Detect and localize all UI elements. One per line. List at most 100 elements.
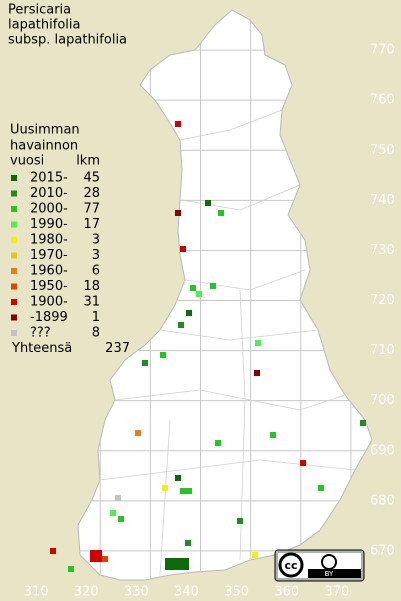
by-label: BY bbox=[325, 570, 334, 578]
y-tick-label: 720 bbox=[370, 293, 395, 308]
legend-heading: vuosi bbox=[10, 154, 44, 169]
title-line: Persicaria bbox=[8, 3, 71, 18]
legend-label: 2000- bbox=[30, 202, 68, 217]
license-badge: cc BY bbox=[274, 549, 365, 582]
record-square bbox=[135, 430, 141, 436]
legend-count: 45 bbox=[83, 171, 100, 186]
record-square bbox=[196, 291, 202, 297]
record-square bbox=[210, 283, 216, 289]
legend-label: 1960- bbox=[30, 264, 68, 279]
record-square bbox=[190, 285, 196, 291]
record-square bbox=[160, 352, 166, 358]
record-square bbox=[254, 370, 260, 376]
legend-heading: Uusimman bbox=[10, 123, 80, 138]
x-tick-label: 320 bbox=[74, 585, 99, 600]
y-tick-label: 750 bbox=[370, 143, 395, 158]
legend-label: ??? bbox=[30, 326, 51, 341]
legend-swatch bbox=[11, 283, 17, 290]
legend-swatch bbox=[11, 314, 17, 321]
record-square bbox=[360, 420, 366, 426]
record-square bbox=[118, 516, 124, 522]
legend-count: 28 bbox=[83, 186, 100, 201]
legend-swatch bbox=[11, 330, 17, 336]
record-square bbox=[162, 485, 168, 491]
x-tick-label: 350 bbox=[224, 585, 249, 600]
legend-swatch bbox=[11, 237, 17, 243]
total-count: 237 bbox=[105, 341, 130, 356]
x-tick-label: 340 bbox=[174, 585, 199, 600]
record-square bbox=[142, 360, 148, 366]
record-square bbox=[68, 566, 74, 572]
record-square bbox=[178, 322, 184, 328]
record-square bbox=[50, 548, 56, 554]
x-tick-label: 310 bbox=[24, 585, 49, 600]
record-square bbox=[115, 495, 121, 501]
record-square bbox=[175, 121, 181, 127]
labels: Persicaria lapathifolia subsp. lapathifo… bbox=[8, 3, 395, 600]
title-line: subsp. lapathifolia bbox=[8, 33, 127, 48]
legend-count: 8 bbox=[92, 326, 100, 341]
x-tick-label: 330 bbox=[124, 585, 149, 600]
total-label: Yhteensä bbox=[11, 341, 72, 356]
record-square bbox=[102, 556, 108, 562]
record-square bbox=[237, 518, 243, 524]
y-tick-label: 680 bbox=[370, 493, 395, 508]
record-square bbox=[255, 340, 261, 346]
record-square bbox=[205, 200, 211, 206]
legend-label: 1950- bbox=[30, 279, 68, 294]
legend-count: 18 bbox=[83, 279, 100, 294]
legend-heading: havainnon bbox=[10, 139, 78, 154]
legend-count: 17 bbox=[83, 217, 100, 232]
legend-swatch bbox=[11, 190, 17, 197]
record-square bbox=[186, 488, 192, 494]
legend-count: 6 bbox=[92, 264, 100, 279]
legend-swatch bbox=[11, 299, 17, 305]
legend-swatch bbox=[11, 252, 17, 259]
legend-swatch bbox=[11, 206, 17, 212]
region-borders bbox=[99, 109, 356, 576]
record-square bbox=[110, 510, 116, 516]
record-square bbox=[186, 310, 192, 316]
record-square bbox=[90, 550, 102, 562]
record-square bbox=[175, 475, 181, 481]
legend-heading: lkm bbox=[76, 154, 100, 169]
y-tick-label: 770 bbox=[370, 43, 395, 58]
legend-label: 1900- bbox=[30, 295, 68, 310]
y-tick-label: 700 bbox=[370, 393, 395, 408]
y-tick-label: 710 bbox=[370, 343, 395, 358]
legend-count: 77 bbox=[83, 202, 100, 217]
legend-label: 1970- bbox=[30, 248, 68, 263]
record-square bbox=[180, 488, 186, 494]
cc-icon: cc bbox=[284, 559, 297, 572]
legend-label: 1990- bbox=[30, 217, 68, 232]
title-line: lapathifolia bbox=[8, 18, 80, 33]
record-square bbox=[318, 485, 324, 491]
legend-label: 2015- bbox=[30, 171, 68, 186]
legend-label: 2010- bbox=[30, 186, 68, 201]
x-tick-label: 370 bbox=[324, 585, 349, 600]
y-tick-label: 740 bbox=[370, 193, 395, 208]
record-square bbox=[180, 246, 186, 252]
record-square bbox=[270, 432, 276, 438]
x-tick-label: 360 bbox=[274, 585, 299, 600]
finland-outline bbox=[77, 9, 373, 581]
legend-swatch bbox=[11, 221, 17, 228]
legend-count: 3 bbox=[92, 233, 100, 248]
legend-count: 1 bbox=[92, 310, 100, 325]
legend-label: -1899 bbox=[30, 310, 68, 325]
record-square bbox=[252, 552, 258, 558]
record-square bbox=[185, 540, 191, 546]
legend-count: 31 bbox=[83, 295, 100, 310]
y-tick-label: 730 bbox=[370, 243, 395, 258]
record-square bbox=[165, 558, 189, 570]
record-square bbox=[175, 210, 181, 216]
record-square bbox=[300, 460, 306, 466]
record-square bbox=[218, 210, 224, 216]
record-square bbox=[215, 440, 221, 446]
y-tick-label: 690 bbox=[370, 443, 395, 458]
legend-swatch bbox=[11, 268, 17, 274]
y-tick-label: 760 bbox=[370, 93, 395, 108]
y-tick-label: 670 bbox=[370, 543, 395, 558]
legend-count: 3 bbox=[92, 248, 100, 263]
